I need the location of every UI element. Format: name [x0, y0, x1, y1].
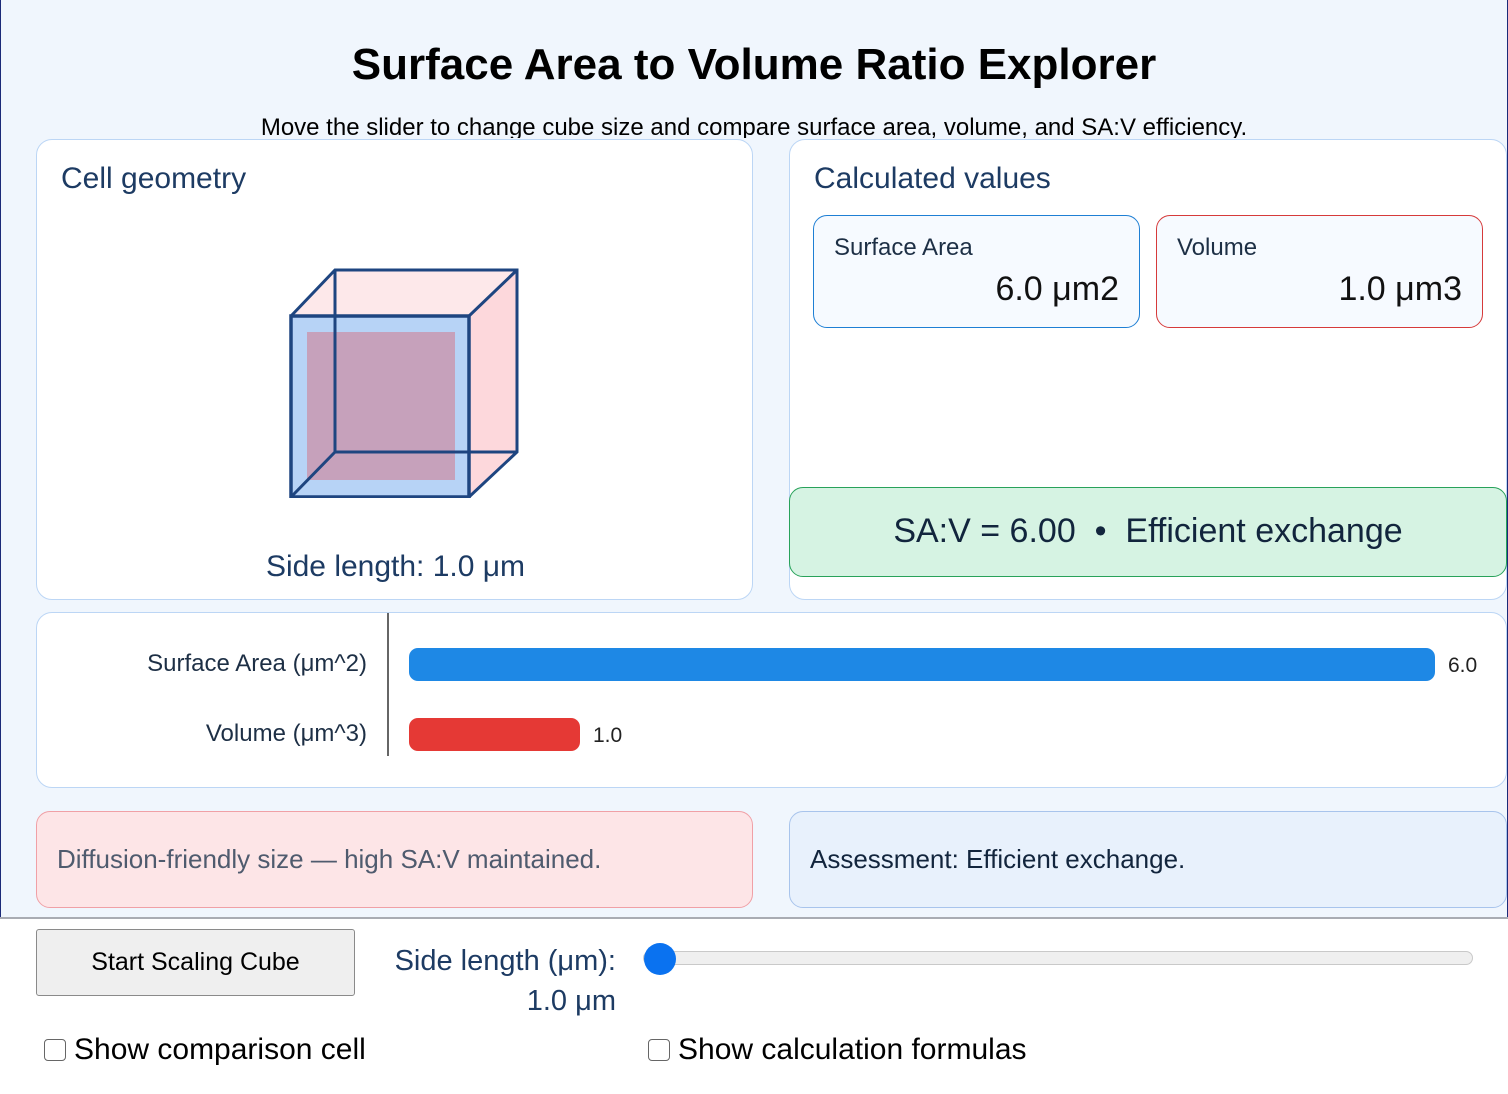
volume-label: Volume [1177, 234, 1258, 261]
slider-label: Side length (μm): 1.0 μm [395, 941, 616, 1021]
bar-label-surface-area: Surface Area (μm^2) [147, 650, 367, 677]
calculation-formulas-checkbox[interactable]: Show calculation formulas [648, 1033, 1027, 1067]
calculated-values-panel: Calculated values Surface Area 6.0 μm2 V… [789, 139, 1507, 600]
sav-ratio-banner: SA:V = 6.00 • Efficient exchange [789, 487, 1507, 577]
page-title: Surface Area to Volume Ratio Explorer [351, 40, 1157, 89]
comparison-cell-label: Show comparison cell [74, 1033, 366, 1066]
bar-label-volume: Volume (μm^3) [205, 720, 367, 747]
diffusion-note: Diffusion-friendly size — high SA:V main… [36, 811, 753, 908]
calculated-values-title: Calculated values [814, 162, 1051, 195]
cell-geometry-panel: Cell geometry Side length: 1.0 μm [36, 139, 753, 600]
side-length-slider-thumb[interactable] [644, 943, 676, 975]
cube-hidden-edge [289, 450, 337, 498]
bar-surface-area [409, 648, 1435, 681]
cube-front-outline [289, 314, 471, 498]
side-length-caption: Side length: 1.0 μm [265, 550, 526, 583]
bar-value-surface-area: 6.0 [1448, 654, 1478, 677]
side-length-slider-track[interactable] [643, 951, 1473, 965]
cube-right-face [469, 270, 517, 497]
bar-axis [387, 613, 389, 756]
controls-bar: Start Scaling Cube Side length (μm): 1.0… [0, 917, 1508, 1094]
comparison-cell-checkbox[interactable]: Show comparison cell [44, 1033, 366, 1067]
cube-diagram [289, 268, 519, 498]
cube-edge [467, 268, 519, 318]
surface-area-metric: Surface Area 6.0 μm2 [813, 215, 1140, 328]
calculation-formulas-label: Show calculation formulas [678, 1033, 1027, 1066]
page-subtitle: Move the slider to change cube size and … [260, 114, 1248, 138]
surface-area-value: 6.0 μm2 [995, 270, 1119, 308]
slider-value-text: 1.0 μm [526, 985, 616, 1017]
surface-area-label: Surface Area [834, 234, 973, 261]
assessment-note: Assessment: Efficient exchange. [789, 811, 1507, 908]
comparison-bars-panel: Surface Area (μm^2) 6.0 Volume (μm^3) 1.… [36, 612, 1507, 788]
volume-metric: Volume 1.0 μm3 [1156, 215, 1483, 328]
cube-top-face [291, 270, 517, 316]
volume-value: 1.0 μm3 [1338, 270, 1462, 308]
checkbox-box[interactable] [44, 1039, 66, 1061]
slider-label-text: Side length (μm): [394, 945, 616, 977]
start-scaling-button[interactable]: Start Scaling Cube [36, 929, 355, 996]
cell-geometry-title: Cell geometry [61, 162, 247, 195]
checkbox-box[interactable] [648, 1039, 670, 1061]
bar-value-volume: 1.0 [593, 724, 623, 747]
bar-volume [409, 718, 580, 751]
